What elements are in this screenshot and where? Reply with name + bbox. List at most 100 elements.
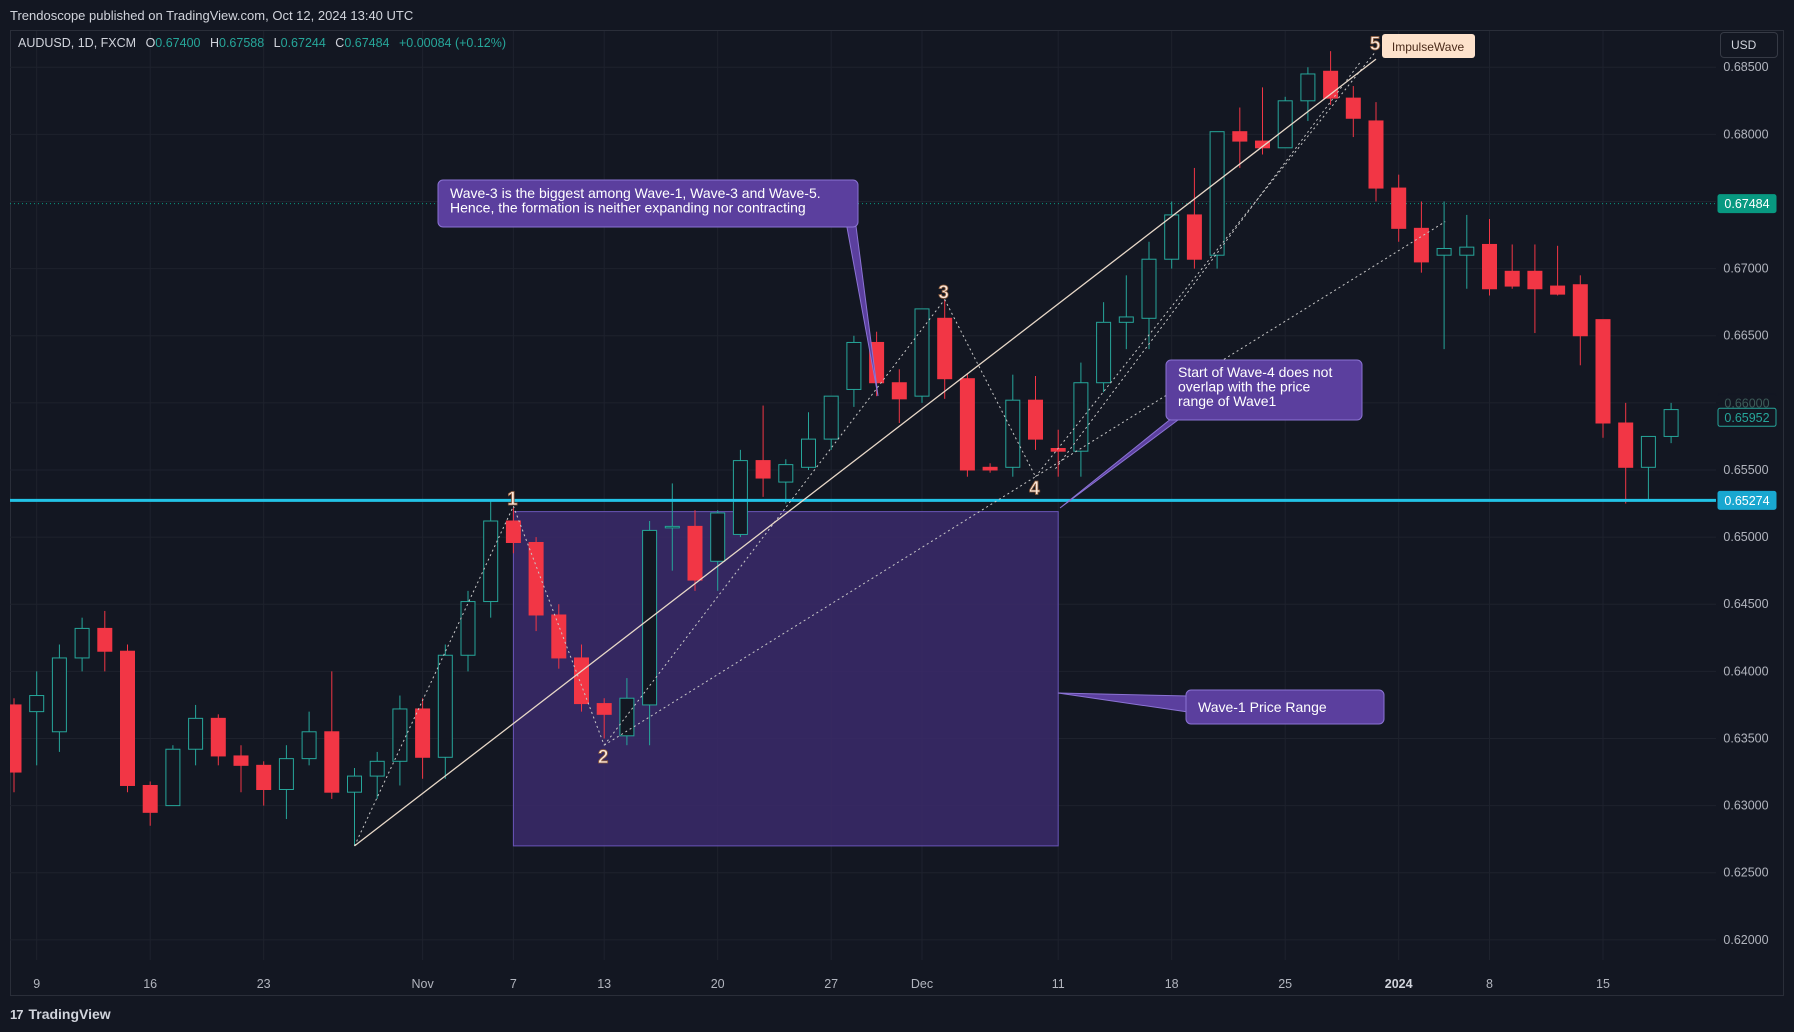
tradingview-logo[interactable]: 17 TradingView — [10, 1006, 111, 1022]
candle-up — [74, 627, 90, 659]
candle-up — [188, 717, 204, 750]
annotation-tail — [1057, 692, 1189, 713]
wave-label-2: 2 — [598, 747, 609, 768]
candle-down — [233, 755, 249, 766]
candle-up — [619, 697, 635, 737]
price-axis-tick: 0.62500 — [1723, 866, 1768, 880]
price-axis-tick: 0.63000 — [1723, 799, 1768, 813]
time-axis-tick: 16 — [143, 977, 157, 991]
price-axis-tick: 0.64000 — [1723, 664, 1768, 678]
tradingview-brand: TradingView — [28, 1006, 111, 1022]
impulse-wave-label-bg — [1382, 34, 1475, 58]
wave-label-1: 1 — [507, 489, 518, 510]
candle-down — [324, 731, 340, 793]
tradingview-logo-icon: 17 — [10, 1006, 24, 1022]
current-price-tag: 0.67484 — [1717, 194, 1777, 214]
candle-down — [1527, 270, 1543, 290]
faded-price-tag: 0.66000 — [1717, 393, 1777, 413]
support-level-tag: 0.65274 — [1717, 490, 1777, 510]
candle-down — [10, 704, 22, 773]
candle-down — [505, 520, 521, 543]
wave-label-5: 5 — [1370, 34, 1381, 55]
time-axis-tick: 9 — [33, 977, 40, 991]
candle-down — [551, 614, 567, 659]
wave-label-3: 3 — [938, 282, 949, 303]
price-axis-tick: 0.65500 — [1723, 463, 1768, 477]
candle-up — [1096, 321, 1112, 384]
candle-down — [1618, 422, 1634, 468]
annotation-text: range of Wave1 — [1178, 393, 1277, 409]
candle-up — [165, 748, 181, 807]
time-axis-tick: 15 — [1596, 977, 1610, 991]
candle-down — [1186, 214, 1202, 260]
wave-2-4-trendline — [603, 221, 1446, 746]
close-value: 0.67484 — [344, 36, 390, 50]
time-axis-tick: 20 — [711, 977, 725, 991]
candle-down — [937, 317, 953, 380]
candle-down — [1595, 319, 1611, 424]
candle-up — [1005, 399, 1021, 468]
annotation-box — [437, 179, 859, 228]
symbol-legend: AUDUSD, 1D, FXCM O0.67400 H0.67588 L0.67… — [18, 36, 506, 50]
candle-up — [732, 460, 748, 535]
candle-down — [1368, 120, 1384, 189]
last-price-marker-text: 0.65952 — [1724, 411, 1769, 425]
price-axis-tick: 0.64500 — [1723, 597, 1768, 611]
candle-down — [256, 764, 272, 791]
price-axis-tick: 0.67000 — [1723, 262, 1768, 276]
candle-up — [1640, 435, 1656, 468]
wave-segment — [944, 299, 1036, 477]
candle-up — [437, 654, 453, 758]
candle-up — [301, 731, 317, 760]
candle-down — [1572, 284, 1588, 337]
candle-up — [1209, 131, 1225, 256]
candle-up — [1164, 214, 1180, 260]
close-label: C — [335, 36, 345, 50]
candle-up — [278, 758, 294, 791]
current-price-tag-text: 0.67484 — [1724, 197, 1769, 211]
candle-up — [1459, 246, 1475, 256]
low-value: 0.67244 — [280, 36, 326, 50]
price-axis-tick: 0.66500 — [1723, 329, 1768, 343]
high-value: 0.67588 — [219, 36, 265, 50]
time-axis-tick: 13 — [597, 977, 611, 991]
candle-down — [1550, 285, 1566, 295]
change-value: +0.00084 (+0.12%) — [399, 36, 507, 50]
wave-segment — [1035, 50, 1377, 478]
candle-up — [1663, 409, 1679, 437]
time-axis-tick: 25 — [1278, 977, 1292, 991]
time-axis-tick: Dec — [911, 977, 933, 991]
time-axis-tick: 18 — [1165, 977, 1179, 991]
candle-down — [142, 784, 158, 813]
candle-up — [823, 395, 839, 440]
candle-up — [1118, 316, 1134, 323]
candle-down — [1391, 187, 1407, 229]
candle-down — [891, 382, 907, 400]
annotation-text: Wave-1 Price Range — [1198, 699, 1327, 715]
candle-down — [120, 650, 135, 786]
support-level-tag-text: 0.65274 — [1724, 494, 1769, 508]
last-price-marker-bg — [1717, 407, 1777, 427]
candle-down — [596, 703, 612, 715]
impulse-wave-label-text: ImpulseWave — [1392, 40, 1465, 54]
symbol-name[interactable]: AUDUSD, 1D, FXCM — [18, 36, 137, 50]
candle-down — [1232, 131, 1248, 142]
annotation-text: overlap with the price — [1178, 379, 1311, 395]
chart-frame — [10, 30, 1784, 996]
time-axis-tick: 27 — [824, 977, 838, 991]
price-axis-tick: 0.65000 — [1723, 530, 1768, 544]
candle-up — [483, 520, 499, 603]
candle-up — [778, 464, 794, 483]
open-label: O — [145, 36, 156, 50]
annotation-text: Hence, the formation is neither expandin… — [450, 200, 806, 216]
price-axis-tick: 0.62000 — [1723, 933, 1768, 947]
price-axis-tick: 0.63500 — [1723, 731, 1768, 745]
candle-up — [1141, 258, 1157, 319]
candle-down — [959, 378, 975, 471]
annotation-box — [1185, 689, 1385, 725]
wave-label-4: 4 — [1029, 479, 1040, 500]
annotation-box — [1165, 359, 1363, 421]
currency-button[interactable]: USD — [1720, 32, 1778, 58]
candle-up — [1436, 247, 1452, 256]
